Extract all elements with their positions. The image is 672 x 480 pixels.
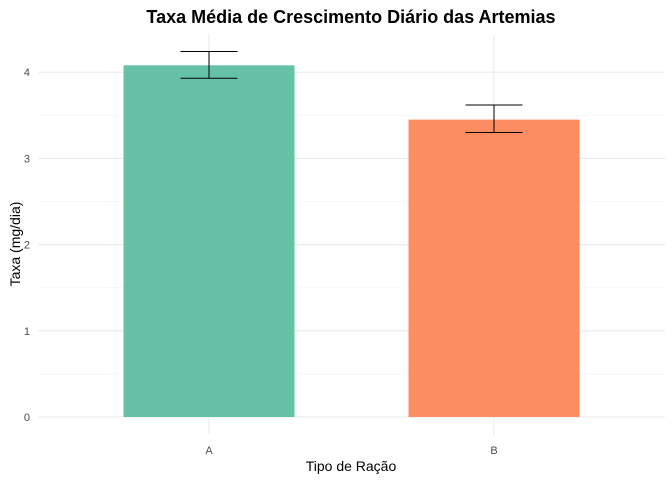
y-axis-ticks: 0 1 2 3 4: [24, 67, 30, 424]
y-tick-label: 2: [24, 240, 30, 252]
x-tick-label: B: [490, 445, 497, 457]
y-tick-label: 3: [24, 153, 30, 165]
error-bars: [180, 51, 523, 134]
chart-title: Taxa Média de Crescimento Diário das Art…: [146, 7, 555, 27]
y-tick-label: 0: [24, 412, 30, 424]
x-tick-label: A: [205, 445, 213, 457]
bars: [123, 65, 580, 418]
y-tick-label: 4: [24, 67, 30, 79]
x-axis-label: Tipo de Ração: [306, 458, 397, 474]
y-axis-label: Taxa (mg/dia): [7, 202, 23, 287]
error-bar-A: [180, 51, 238, 79]
bar-B: [408, 119, 580, 418]
y-tick-label: 1: [24, 326, 30, 338]
bar-A: [123, 65, 295, 417]
error-bar-B: [465, 104, 523, 134]
